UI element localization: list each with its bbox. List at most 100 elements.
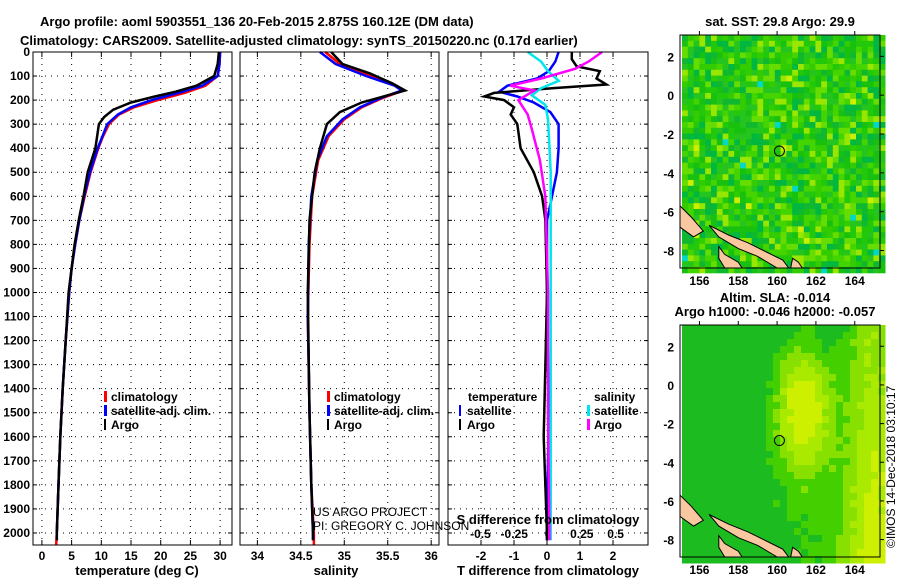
map-cell <box>787 493 795 501</box>
map-cell <box>752 465 760 473</box>
map-cell <box>780 500 788 508</box>
map-cell <box>745 521 753 529</box>
map-cell <box>731 479 739 487</box>
map-cell <box>844 214 851 222</box>
map-cell <box>850 243 857 251</box>
map-cell <box>821 243 828 251</box>
map-cell <box>745 93 753 100</box>
lon-tick-label: 162 <box>806 274 826 288</box>
map-cell <box>693 197 700 204</box>
map-cell <box>711 214 718 222</box>
map-cell <box>780 346 788 354</box>
map-cell <box>843 528 851 536</box>
map-cell <box>829 528 837 536</box>
map-cell <box>864 388 872 396</box>
map-cell <box>689 416 697 424</box>
map-cell <box>836 360 844 368</box>
map-cell <box>751 255 758 262</box>
map-cell <box>722 214 729 222</box>
map-cell <box>861 46 869 53</box>
map-cell <box>850 521 858 529</box>
map-cell <box>786 267 793 274</box>
map-cell <box>705 191 712 198</box>
map-cell <box>821 93 828 100</box>
map-cell <box>815 332 823 340</box>
x-tick-label: 2 <box>610 549 617 563</box>
map-cell <box>827 243 834 251</box>
map-cell <box>717 549 725 557</box>
map-cell <box>774 156 782 164</box>
map-cell <box>745 367 753 375</box>
map-cell <box>724 556 732 564</box>
map-cell <box>786 203 793 210</box>
map-cell <box>829 360 837 368</box>
map-cell <box>786 40 793 48</box>
map-cell <box>815 64 822 71</box>
map-cell <box>879 64 886 71</box>
map-cell <box>878 353 886 361</box>
map-cell <box>717 514 725 522</box>
x-tick-label: 0 <box>544 549 551 563</box>
map-cell <box>798 58 805 65</box>
map-cell <box>693 203 700 210</box>
map-cell <box>821 139 828 146</box>
map-cell <box>861 191 869 198</box>
map-cell <box>689 542 697 550</box>
map-cell <box>803 238 811 245</box>
map-cell <box>717 444 725 452</box>
map-cell <box>722 226 729 233</box>
map-cell <box>724 367 732 375</box>
map-cell <box>850 374 858 382</box>
map-cell <box>873 226 880 233</box>
map-cell <box>689 423 697 431</box>
map-cell <box>801 374 809 382</box>
map-cell <box>856 110 863 117</box>
map-cell <box>827 139 834 146</box>
map-cell <box>731 493 739 501</box>
map-cell <box>786 185 793 193</box>
map-cell <box>757 145 764 152</box>
map-cell <box>809 197 816 204</box>
map-cell <box>856 185 863 193</box>
map-cell <box>705 98 712 106</box>
map-cell <box>856 145 863 152</box>
map-cell <box>836 416 844 424</box>
map-cell <box>856 127 863 135</box>
map-cell <box>682 353 690 361</box>
map-cell <box>838 58 845 65</box>
map-cell <box>728 232 735 239</box>
map-cell <box>717 409 725 417</box>
map-cell <box>693 180 700 187</box>
map-cell <box>856 180 863 187</box>
map-cell <box>850 145 857 152</box>
map-cell <box>873 209 880 216</box>
map-cell <box>815 151 822 158</box>
map-cell <box>752 556 760 564</box>
map-cell <box>763 127 770 135</box>
map-cell <box>850 52 857 59</box>
map-cell <box>745 507 753 515</box>
map-cell <box>728 116 735 123</box>
lat-tick-label: 2 <box>667 50 674 64</box>
map-cell <box>821 180 828 187</box>
map-cell <box>759 346 767 354</box>
map-cell <box>711 197 718 204</box>
map-cell <box>878 374 886 382</box>
map-cell <box>836 549 844 557</box>
map-cell <box>716 180 724 187</box>
argo-float-location-marker <box>773 145 785 157</box>
map-cell <box>757 232 764 239</box>
map-cell <box>763 81 770 88</box>
map-cell <box>705 64 712 71</box>
map-cell <box>740 122 747 129</box>
map-cell <box>693 209 700 216</box>
map-cell <box>774 35 782 42</box>
map-cell <box>745 133 753 140</box>
map-cell <box>832 46 840 53</box>
map-cell <box>873 133 880 140</box>
map-cell <box>850 69 857 77</box>
map-cell <box>808 451 816 459</box>
map-cell <box>867 133 874 140</box>
map-cell <box>705 151 712 158</box>
lat-tick-label: 2 <box>667 340 674 354</box>
